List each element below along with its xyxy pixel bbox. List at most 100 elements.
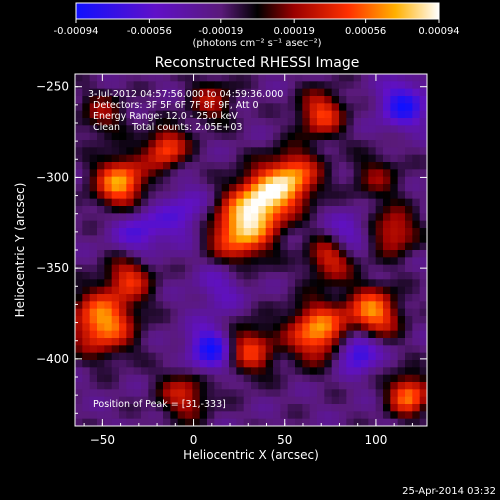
heatmap-cell xyxy=(280,176,289,185)
heatmap-cell xyxy=(265,264,274,273)
heatmap-cell xyxy=(273,81,281,90)
heatmap-cell xyxy=(199,264,208,273)
heatmap-cell xyxy=(177,242,186,251)
heatmap-cell xyxy=(265,184,274,192)
heatmap-cell xyxy=(89,250,98,258)
heatmap-cell xyxy=(82,235,91,244)
heatmap-cell xyxy=(324,272,333,280)
heatmap-cell xyxy=(207,330,215,339)
heatmap-cell xyxy=(199,360,208,368)
heatmap-cell xyxy=(104,88,113,97)
heatmap-cell xyxy=(119,235,127,244)
heatmap-cell xyxy=(236,96,245,104)
heatmap-cell xyxy=(346,316,355,324)
heatmap-cell xyxy=(419,294,427,302)
heatmap-cell xyxy=(199,125,208,134)
heatmap-cell xyxy=(207,228,215,236)
heatmap-cell xyxy=(214,279,223,288)
heatmap-cell xyxy=(295,272,303,280)
heatmap-cell xyxy=(309,367,318,376)
heatmap-cell xyxy=(324,103,333,112)
heatmap-cell xyxy=(251,360,259,368)
heatmap-cell xyxy=(221,279,230,288)
heatmap-cell xyxy=(324,220,333,229)
heatmap-cell xyxy=(265,250,274,258)
heatmap-cell xyxy=(177,132,186,141)
heatmap-cell xyxy=(185,147,193,156)
heatmap-cell xyxy=(192,272,201,280)
heatmap-cell xyxy=(119,279,127,288)
heatmap-cell xyxy=(119,191,127,200)
heatmap-cell xyxy=(383,257,391,266)
heatmap-cell xyxy=(412,191,421,200)
heatmap-cell xyxy=(412,352,421,361)
heatmap-cell xyxy=(317,264,325,273)
heatmap-cell xyxy=(177,206,186,214)
heatmap-cell xyxy=(361,404,369,412)
heatmap-cell xyxy=(390,352,399,361)
heatmap-cell xyxy=(331,169,340,178)
heatmap-cell xyxy=(309,125,318,134)
heatmap-cell xyxy=(163,323,171,332)
heatmap-cell xyxy=(368,191,377,200)
heatmap-cell xyxy=(361,294,369,302)
heatmap-cell xyxy=(302,250,311,258)
heatmap-cell xyxy=(419,418,427,426)
heatmap-cell xyxy=(419,206,427,214)
heatmap-cell xyxy=(317,191,325,200)
heatmap-cell xyxy=(104,360,113,368)
heatmap-cell xyxy=(383,140,391,148)
heatmap-cell xyxy=(361,213,369,222)
heatmap-cell xyxy=(295,74,303,82)
heatmap-cell xyxy=(148,125,157,134)
annotation-detectors: Detectors: 3F 5F 6F 7F 8F 9F, Att 0 xyxy=(93,100,259,111)
heatmap-cell xyxy=(243,242,252,251)
heatmap-cell xyxy=(353,264,362,273)
heatmap-cell xyxy=(251,228,259,236)
heatmap-cell xyxy=(133,213,142,222)
heatmap-cell xyxy=(133,198,142,207)
heatmap-cell xyxy=(126,235,135,244)
heatmap-cell xyxy=(353,220,362,229)
heatmap-cell xyxy=(119,338,127,346)
heatmap-cell xyxy=(177,191,186,200)
heatmap-cell xyxy=(353,308,362,317)
heatmap-cell xyxy=(375,220,384,229)
heatmap-cell xyxy=(221,118,230,126)
heatmap-cell xyxy=(214,382,223,390)
heatmap-cell xyxy=(346,228,355,236)
heatmap-cell xyxy=(155,198,164,207)
heatmap-cell xyxy=(309,96,318,104)
heatmap-cell xyxy=(324,338,333,346)
heatmap-cell xyxy=(221,74,230,82)
heatmap-cell xyxy=(243,154,252,163)
heatmap-cell xyxy=(243,338,252,346)
heatmap-cell xyxy=(295,286,303,295)
heatmap-cell xyxy=(170,279,179,288)
heatmap-cell xyxy=(170,360,179,368)
heatmap-cell xyxy=(97,264,105,273)
heatmap-cell xyxy=(207,118,215,126)
heatmap-cell xyxy=(97,74,105,82)
heatmap-cell xyxy=(119,198,127,207)
heatmap-cell xyxy=(155,330,164,339)
heatmap-cell xyxy=(375,132,384,141)
heatmap-cell xyxy=(229,404,237,412)
heatmap-cell xyxy=(375,360,384,368)
heatmap-cell xyxy=(295,367,303,376)
heatmap-cell xyxy=(177,411,186,420)
heatmap-cell xyxy=(82,345,91,354)
heatmap-cell xyxy=(368,257,377,266)
heatmap-cell xyxy=(353,103,362,112)
heatmap-cell xyxy=(309,257,318,266)
heatmap-cell xyxy=(295,81,303,90)
heatmap-cell xyxy=(155,125,164,134)
heatmap-cell xyxy=(207,191,215,200)
heatmap-cell xyxy=(133,103,142,112)
heatmap-cell xyxy=(419,301,427,310)
heatmap-cell xyxy=(383,352,391,361)
heatmap-cell xyxy=(236,345,245,354)
heatmap-cell xyxy=(265,316,274,324)
heatmap-cell xyxy=(273,367,281,376)
heatmap-cell xyxy=(397,360,406,368)
